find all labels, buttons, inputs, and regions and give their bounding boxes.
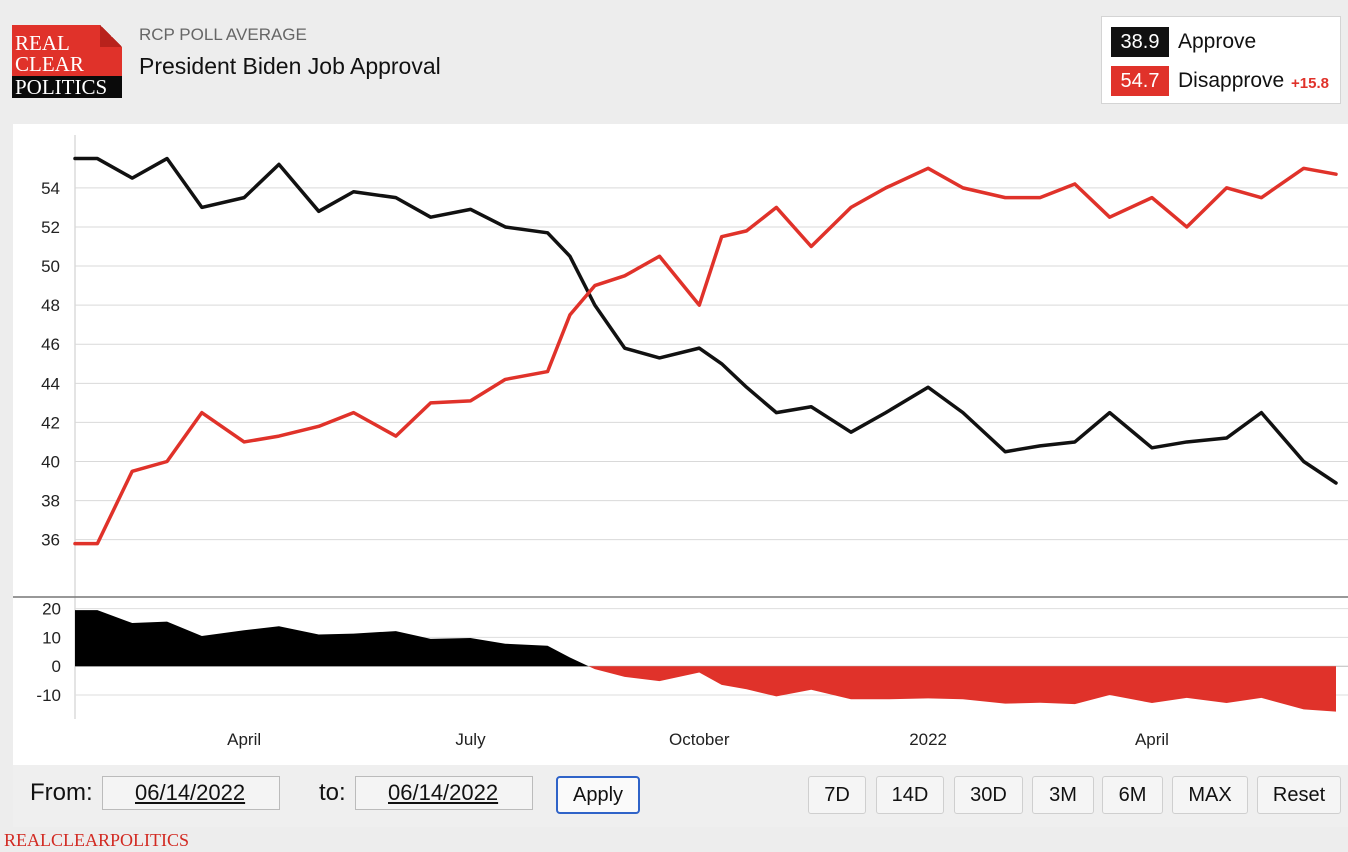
range-max-button[interactable]: MAX: [1172, 776, 1248, 814]
range-3m-button[interactable]: 3M: [1032, 776, 1094, 814]
legend-disapprove: 54.7 Disapprove: [1111, 66, 1284, 96]
y-tick-label: 46: [41, 335, 60, 354]
chart-kicker: RCP POLL AVERAGE: [139, 25, 307, 44]
date-controls: From: 06/14/2022 to: 06/14/2022 Apply 7D…: [13, 765, 1348, 827]
disapprove-value-badge: 54.7: [1111, 66, 1169, 96]
x-tick-label: 2022: [909, 730, 947, 749]
spread-tick-label: -10: [36, 686, 61, 705]
y-tick-label: 50: [41, 257, 60, 276]
from-date-input[interactable]: 06/14/2022: [102, 776, 280, 810]
y-tick-label: 44: [41, 374, 60, 393]
legend-approve: 38.9 Approve: [1111, 27, 1256, 57]
logo-line-2: CLEAR: [15, 52, 84, 76]
to-label: to:: [319, 779, 346, 806]
disapprove-label: Disapprove: [1178, 69, 1285, 92]
series-line-disapprove: [73, 166, 1338, 546]
to-date-input[interactable]: 06/14/2022: [355, 776, 533, 810]
x-tick-label: October: [669, 730, 730, 749]
spread-value: +15.8: [1291, 75, 1329, 92]
footer-brand: REALCLEARPOLITICS: [4, 830, 190, 850]
y-tick-label: 48: [41, 296, 60, 315]
x-tick-label: April: [227, 730, 261, 749]
y-tick-label: 54: [41, 179, 60, 198]
approval-chart[interactable]: 36 38 40 42 44 46 48 50 52 54 20 10 0 -10 April July Oct…: [13, 124, 1348, 765]
from-label: From:: [30, 779, 93, 806]
spread-tick-label: 10: [42, 628, 61, 647]
range-6m-button[interactable]: 6M: [1102, 776, 1163, 814]
approve-value-badge: 38.9: [1111, 27, 1169, 57]
y-tick-label: 52: [41, 218, 60, 237]
logo-line-1: REAL: [15, 31, 70, 55]
apply-button[interactable]: Apply: [556, 776, 640, 814]
logo-fold: [100, 25, 122, 47]
reset-button[interactable]: Reset: [1257, 776, 1341, 814]
chart-panel[interactable]: 36 38 40 42 44 46 48 50 52 54 20 10 0 -10 April July Oct…: [13, 124, 1348, 765]
range-30d-button[interactable]: 30D: [954, 776, 1023, 814]
x-tick-label: July: [455, 730, 486, 749]
range-7d-button[interactable]: 7D: [808, 776, 866, 814]
spread-area-negative: [588, 666, 1336, 712]
y-tick-label: 36: [41, 531, 60, 550]
y-tick-label: 42: [41, 413, 60, 432]
range-14d-button[interactable]: 14D: [876, 776, 944, 814]
spread-tick-label: 20: [42, 600, 61, 619]
series-line-approve: [73, 156, 1338, 485]
y-tick-label: 40: [41, 453, 60, 472]
y-tick-label: 38: [41, 492, 60, 511]
spread-area-positive: [75, 610, 589, 667]
spread-tick-label: 0: [52, 657, 61, 676]
realclearpolitics-logo[interactable]: REAL CLEAR POLITICS: [12, 25, 122, 98]
logo-line-3: POLITICS: [12, 76, 122, 98]
approve-label: Approve: [1178, 30, 1257, 53]
chart-title: President Biden Job Approval: [139, 53, 441, 79]
x-tick-label: April: [1135, 730, 1169, 749]
legend-box: 38.9 Approve 54.7 Disapprove +15.8: [1101, 16, 1341, 104]
